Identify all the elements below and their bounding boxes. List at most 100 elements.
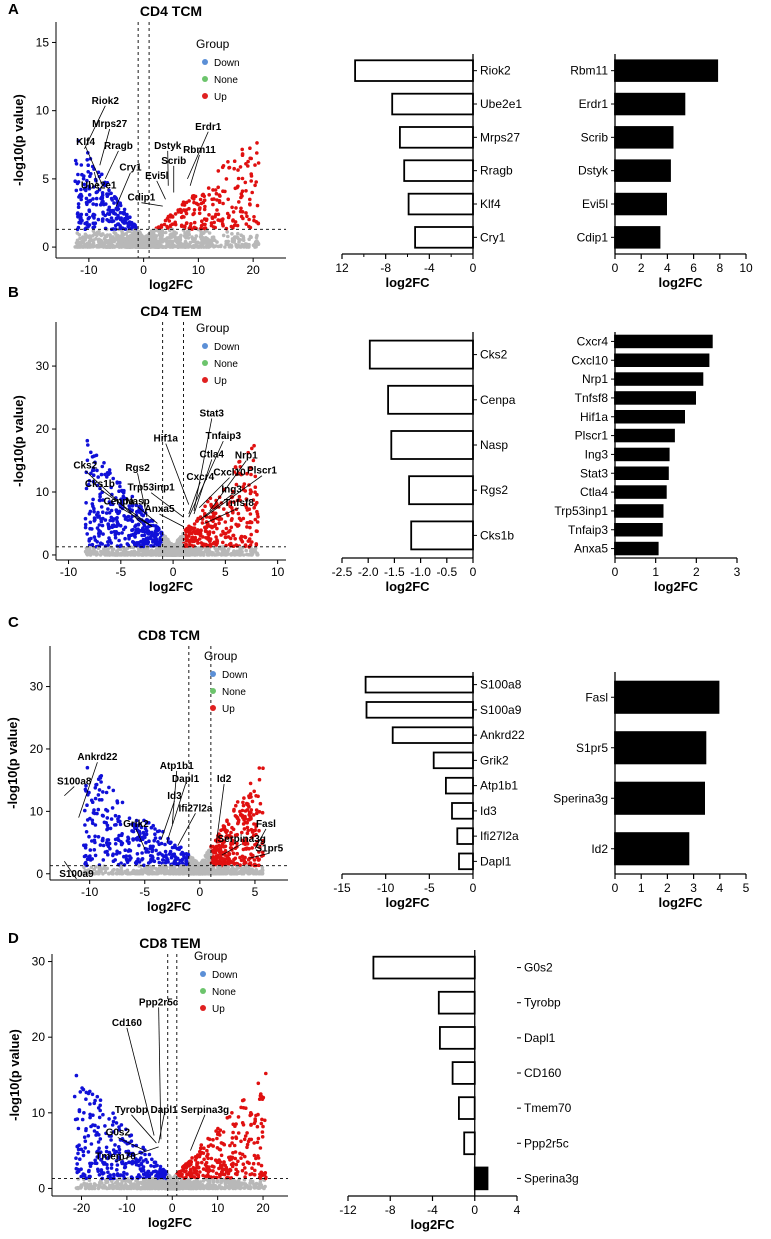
volcano-point bbox=[146, 861, 151, 865]
volcano-point bbox=[202, 207, 207, 212]
volcano-point bbox=[211, 524, 215, 529]
gene-label: Plscr1 bbox=[247, 466, 277, 477]
volcano-point bbox=[240, 808, 245, 813]
volcano-point bbox=[181, 534, 185, 539]
volcano-point bbox=[80, 235, 85, 240]
volcano-point bbox=[252, 789, 256, 794]
volcano-point bbox=[77, 195, 81, 199]
volcano-point bbox=[244, 548, 248, 553]
volcano-point bbox=[250, 553, 254, 557]
gene-label: S1pr5 bbox=[255, 843, 283, 854]
volcano-point bbox=[111, 868, 115, 873]
volcano-point bbox=[207, 193, 211, 197]
volcano-point bbox=[202, 864, 207, 868]
volcano-point bbox=[206, 239, 210, 243]
volcano-point bbox=[134, 871, 138, 876]
volcano-point bbox=[213, 188, 218, 192]
volcano-point bbox=[101, 510, 105, 514]
legend-title: Group bbox=[204, 649, 238, 663]
gene-label: Ing3 bbox=[221, 485, 242, 496]
volcano-point bbox=[99, 472, 104, 477]
volcano-point bbox=[244, 245, 249, 249]
volcano-point bbox=[244, 189, 248, 193]
volcano-point bbox=[110, 219, 114, 224]
volcano-point bbox=[200, 521, 205, 525]
volcano-point bbox=[114, 508, 119, 512]
volcano-point bbox=[128, 237, 132, 241]
x-axis-label: log2FC bbox=[147, 899, 192, 914]
volcano-point bbox=[189, 546, 193, 551]
volcano-point bbox=[205, 549, 209, 554]
volcano-point bbox=[184, 552, 189, 557]
volcano-point bbox=[217, 521, 221, 526]
volcano-point bbox=[86, 163, 90, 167]
volcano-point bbox=[122, 237, 126, 242]
volcano-point bbox=[248, 813, 252, 818]
volcano-point bbox=[214, 244, 218, 248]
volcano-point bbox=[257, 766, 262, 770]
volcano-point bbox=[248, 781, 253, 786]
volcano-point bbox=[118, 523, 123, 528]
gene-label: Id2 bbox=[217, 774, 232, 785]
volcano-point bbox=[123, 536, 127, 541]
volcano-point bbox=[178, 541, 183, 545]
x-tick-label: 5 bbox=[222, 565, 229, 579]
x-tick-label: 0 bbox=[140, 263, 147, 277]
volcano-point bbox=[153, 836, 158, 840]
volcano-point bbox=[101, 243, 106, 247]
volcano-point bbox=[135, 852, 140, 856]
volcano-point bbox=[88, 174, 92, 179]
volcano-point bbox=[91, 234, 95, 238]
volcano-point bbox=[255, 242, 260, 246]
volcano-point bbox=[160, 858, 165, 862]
volcano-point bbox=[124, 854, 129, 858]
volcano-point bbox=[107, 205, 112, 210]
volcano-point bbox=[150, 858, 154, 863]
volcano-point bbox=[200, 219, 204, 223]
volcano-point bbox=[92, 535, 97, 539]
volcano-point bbox=[106, 852, 110, 857]
volcano-point bbox=[118, 547, 123, 552]
volcano-point bbox=[106, 838, 111, 842]
volcano-point bbox=[231, 219, 235, 223]
volcano-point bbox=[128, 871, 132, 876]
volcano-point bbox=[111, 209, 116, 214]
volcano-point bbox=[107, 468, 112, 472]
volcano-point bbox=[93, 834, 97, 839]
volcano-point bbox=[201, 550, 205, 555]
gene-label: Evi5l bbox=[145, 171, 169, 182]
volcano-point bbox=[117, 833, 121, 838]
volcano-point bbox=[156, 229, 161, 233]
volcano-point bbox=[128, 245, 133, 249]
volcano-point bbox=[187, 540, 192, 544]
volcano-point bbox=[96, 217, 101, 222]
y-tick-label: 10 bbox=[36, 485, 50, 499]
volcano-point bbox=[195, 519, 199, 523]
plot-title: CD4 TEM bbox=[140, 303, 201, 319]
volcano-point bbox=[131, 829, 136, 834]
volcano-point bbox=[102, 236, 107, 241]
volcano-point bbox=[83, 823, 87, 827]
volcano-point bbox=[92, 244, 96, 248]
volcano-point bbox=[110, 244, 114, 249]
volcano-point bbox=[137, 843, 141, 848]
volcano-point bbox=[79, 197, 83, 202]
volcano-point bbox=[220, 548, 225, 552]
volcano-point bbox=[117, 814, 121, 819]
volcano-point bbox=[248, 156, 252, 161]
volcano-point bbox=[193, 531, 198, 536]
volcano-point bbox=[90, 502, 95, 506]
gene-label: Dstyk bbox=[154, 141, 182, 152]
volcano-point bbox=[86, 443, 90, 447]
volcano-point bbox=[190, 235, 194, 239]
volcano-point bbox=[128, 518, 132, 522]
volcano-point bbox=[224, 526, 229, 531]
volcano-point bbox=[133, 861, 138, 865]
volcano-point bbox=[87, 193, 92, 197]
volcano-point bbox=[168, 244, 173, 248]
volcano-point bbox=[238, 209, 243, 214]
volcano-point bbox=[192, 194, 196, 198]
volcano-point bbox=[248, 792, 253, 796]
volcano-points bbox=[73, 139, 261, 249]
volcano-point bbox=[83, 808, 87, 813]
